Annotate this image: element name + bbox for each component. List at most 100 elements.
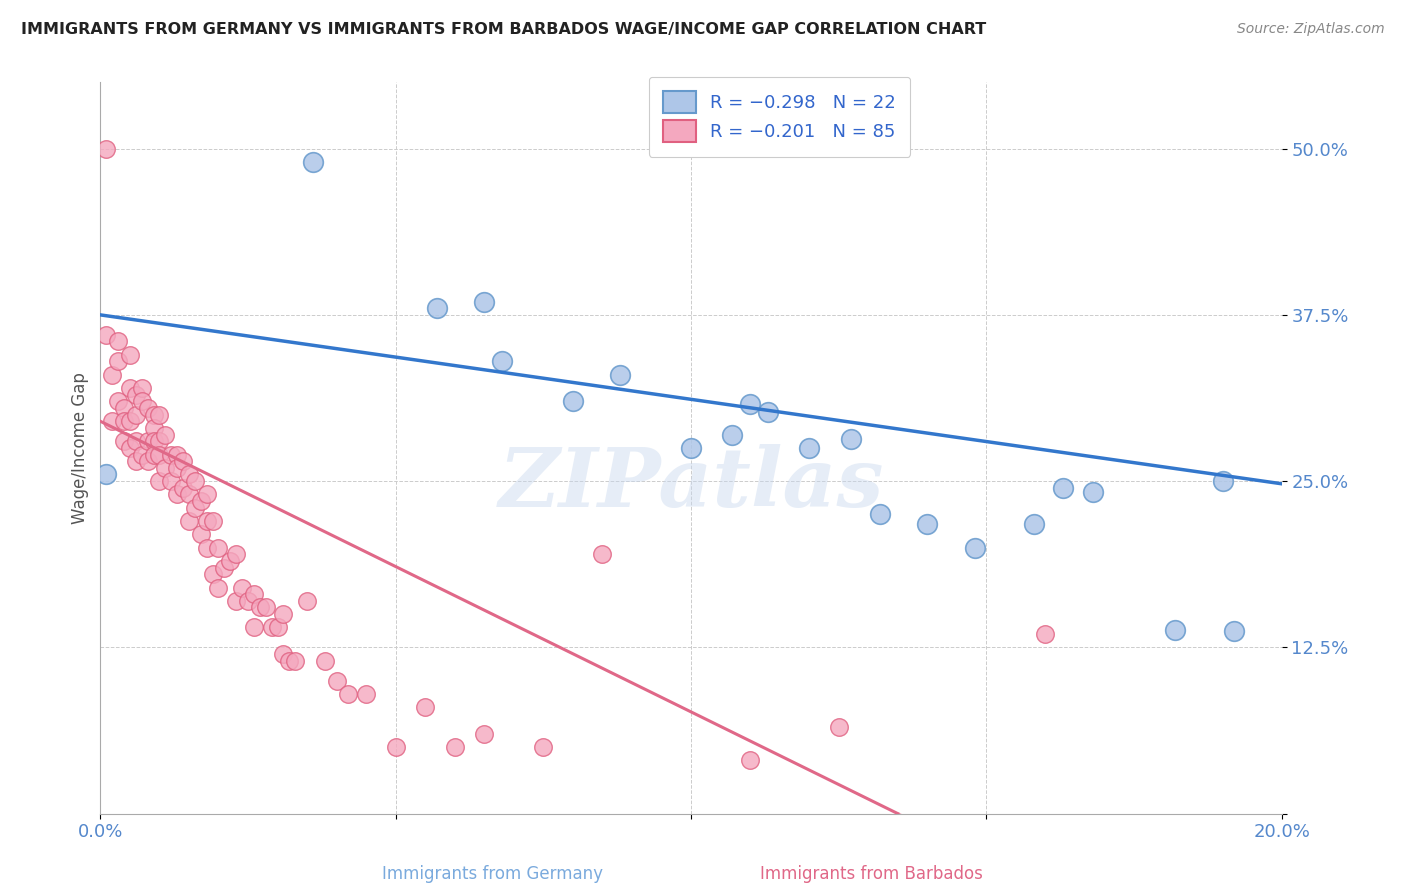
Point	[756, 405, 779, 419]
Point	[155, 460, 177, 475]
Point	[225, 594, 247, 608]
Point	[384, 740, 406, 755]
Point	[177, 514, 200, 528]
Point	[273, 607, 295, 621]
Point	[679, 441, 702, 455]
Point	[917, 516, 939, 531]
Point	[177, 467, 200, 482]
Point	[155, 427, 177, 442]
Point	[225, 547, 247, 561]
Point	[190, 527, 212, 541]
Point	[1052, 481, 1074, 495]
Point	[160, 448, 183, 462]
Point	[177, 487, 200, 501]
Point	[131, 448, 153, 462]
Point	[295, 594, 318, 608]
Point	[491, 354, 513, 368]
Point	[278, 654, 301, 668]
Point	[96, 327, 118, 342]
Text: ZIPatlas: ZIPatlas	[498, 444, 884, 524]
Point	[273, 647, 295, 661]
Point	[136, 401, 159, 415]
Point	[531, 740, 554, 755]
Point	[243, 587, 266, 601]
Point	[131, 381, 153, 395]
Point	[207, 541, 229, 555]
Point	[125, 434, 148, 449]
Point	[443, 740, 465, 755]
Point	[231, 581, 253, 595]
Point	[125, 454, 148, 468]
Point	[721, 427, 744, 442]
Text: Immigrants from Germany: Immigrants from Germany	[381, 865, 603, 883]
Point	[1212, 474, 1234, 488]
Point	[260, 620, 283, 634]
Point	[148, 448, 170, 462]
Point	[112, 401, 135, 415]
Point	[118, 381, 141, 395]
Point	[118, 441, 141, 455]
Text: IMMIGRANTS FROM GERMANY VS IMMIGRANTS FROM BARBADOS WAGE/INCOME GAP CORRELATION : IMMIGRANTS FROM GERMANY VS IMMIGRANTS FR…	[21, 22, 987, 37]
Point	[166, 460, 188, 475]
Point	[112, 414, 135, 428]
Point	[96, 467, 118, 482]
Point	[740, 753, 762, 767]
Point	[314, 654, 336, 668]
Point	[101, 368, 124, 382]
Point	[472, 294, 495, 309]
Text: Immigrants from Barbados: Immigrants from Barbados	[761, 865, 983, 883]
Point	[254, 600, 277, 615]
Legend: R = −0.298   N = 22, R = −0.201   N = 85: R = −0.298 N = 22, R = −0.201 N = 85	[648, 77, 911, 157]
Point	[125, 408, 148, 422]
Point	[561, 394, 583, 409]
Point	[190, 494, 212, 508]
Point	[201, 567, 224, 582]
Point	[284, 654, 307, 668]
Point	[828, 720, 851, 734]
Point	[201, 514, 224, 528]
Point	[207, 581, 229, 595]
Point	[337, 687, 360, 701]
Point	[243, 620, 266, 634]
Point	[609, 368, 631, 382]
Point	[136, 454, 159, 468]
Point	[172, 481, 194, 495]
Point	[142, 421, 165, 435]
Point	[107, 394, 129, 409]
Point	[740, 397, 762, 411]
Text: Source: ZipAtlas.com: Source: ZipAtlas.com	[1237, 22, 1385, 37]
Point	[142, 448, 165, 462]
Point	[963, 541, 986, 555]
Point	[413, 700, 436, 714]
Point	[1022, 516, 1045, 531]
Point	[591, 547, 613, 561]
Point	[118, 414, 141, 428]
Point	[266, 620, 288, 634]
Point	[302, 155, 325, 169]
Point	[112, 434, 135, 449]
Point	[426, 301, 449, 316]
Point	[125, 387, 148, 401]
Point	[142, 434, 165, 449]
Point	[195, 514, 218, 528]
Point	[101, 414, 124, 428]
Point	[472, 727, 495, 741]
Point	[96, 142, 118, 156]
Point	[160, 474, 183, 488]
Point	[214, 560, 236, 574]
Point	[142, 408, 165, 422]
Point	[799, 441, 821, 455]
Point	[184, 500, 207, 515]
Point	[1223, 624, 1246, 639]
Point	[1035, 627, 1057, 641]
Y-axis label: Wage/Income Gap: Wage/Income Gap	[72, 372, 89, 524]
Point	[118, 348, 141, 362]
Point	[354, 687, 377, 701]
Point	[166, 448, 188, 462]
Point	[249, 600, 271, 615]
Point	[148, 408, 170, 422]
Point	[148, 474, 170, 488]
Point	[166, 487, 188, 501]
Point	[839, 432, 862, 446]
Point	[219, 554, 242, 568]
